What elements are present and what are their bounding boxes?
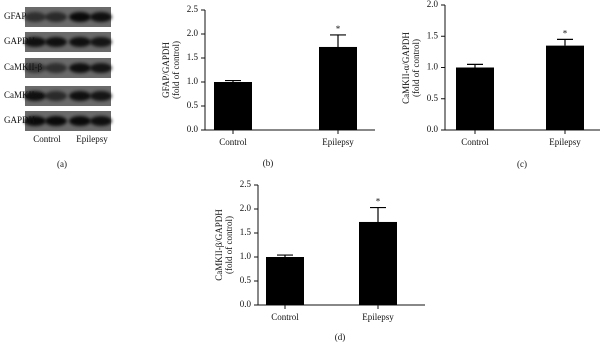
y-axis-label-line: (fold of control) <box>224 216 234 274</box>
blot-strip <box>25 111 111 131</box>
blot-strip <box>25 32 111 52</box>
blot-band <box>24 116 46 126</box>
y-axis-label-line: CaMKII-β/GAPDH <box>214 209 224 281</box>
blot-row-label: GFAP <box>4 11 26 21</box>
blot-band <box>45 116 67 126</box>
significance-marker: * <box>336 24 341 34</box>
y-tick-label: 0.0 <box>187 124 199 134</box>
blot-band <box>45 37 67 47</box>
error-bar <box>370 206 386 222</box>
blot-band <box>24 37 46 47</box>
y-axis-label: CaMKII-β/GAPDH(fold of control) <box>214 209 234 281</box>
bar <box>214 82 252 130</box>
blot-band <box>69 91 91 101</box>
blot-band <box>45 12 67 22</box>
blot-column-label: Control <box>33 134 61 144</box>
bar-chart: 0.0 0.5 1.0 1.5 2.0 2.5 CaMKII-β/GAPDH(fold of… <box>214 179 425 342</box>
panel-label: (b) <box>263 158 274 168</box>
x-tick-label: Epilepsy <box>549 137 581 147</box>
y-tick-label: 0.0 <box>240 299 252 309</box>
y-axis-label-line: GFAP/GAPDH <box>161 42 171 98</box>
y-axis-label: GFAP/GAPDH(fold of control) <box>161 41 181 99</box>
blot-band <box>69 63 91 73</box>
y-tick-label: 0.5 <box>427 93 439 103</box>
panel-label: (c) <box>517 159 527 169</box>
blot-row-label: GAPDH <box>4 36 36 46</box>
y-tick-label: 0.5 <box>240 275 252 285</box>
bar <box>359 221 397 305</box>
bar <box>266 257 304 305</box>
panel-label: (a) <box>57 159 67 169</box>
blot-band <box>24 63 46 73</box>
y-tick-label: 2.0 <box>187 28 199 38</box>
blot-band <box>90 37 112 47</box>
y-axis-label-line: (fold of control) <box>411 39 421 97</box>
blot-strip <box>25 58 111 78</box>
error-bar <box>225 79 241 82</box>
y-axis-label-line: (fold of control) <box>171 41 181 99</box>
y-axis-label-line: CaMKII-α/GAPDH <box>401 32 411 104</box>
y-tick-label: 2.5 <box>240 179 252 189</box>
y-tick-label: 1.0 <box>187 76 199 86</box>
blot-band <box>45 91 67 101</box>
blot-band <box>69 12 91 22</box>
blot-band <box>45 63 67 73</box>
bar <box>319 46 357 130</box>
x-tick-label: Control <box>461 137 489 147</box>
blot-band <box>69 37 91 47</box>
panel-label: (d) <box>335 332 346 342</box>
x-tick-label: Control <box>219 137 247 147</box>
y-axis-label: CaMKII-α/GAPDH(fold of control) <box>401 32 421 104</box>
blot-row-label: CaMKII-α <box>4 90 42 100</box>
y-tick-label: 2.0 <box>427 0 439 9</box>
bar-chart: 0.0 0.5 1.0 1.5 2.0 CaMKII-α/GAPDH(fold of co… <box>401 0 600 169</box>
y-tick-label: 0.5 <box>187 100 199 110</box>
error-bar <box>467 63 483 68</box>
blot-strip <box>25 86 111 106</box>
y-tick-label: 1.0 <box>240 251 252 261</box>
error-bar <box>557 38 573 46</box>
bar <box>546 45 584 130</box>
y-tick-label: 2.5 <box>187 4 199 14</box>
blot-band <box>90 91 112 101</box>
x-tick-label: Control <box>271 312 299 322</box>
blot-band <box>69 116 91 126</box>
significance-marker: * <box>376 197 381 207</box>
blot-band <box>90 63 112 73</box>
blot-row-label: CaMKII-β <box>4 62 42 72</box>
blot-row-label: GAPDH <box>4 115 36 125</box>
blot-band <box>90 116 112 126</box>
y-tick-label: 1.0 <box>427 62 439 72</box>
error-bar <box>330 34 346 47</box>
y-tick-label: 1.5 <box>427 30 439 40</box>
significance-marker: * <box>563 28 568 38</box>
x-tick-label: Epilepsy <box>322 137 354 147</box>
blot-band <box>24 12 46 22</box>
y-tick-label: 1.5 <box>240 227 252 237</box>
blot-band <box>90 12 112 22</box>
error-bar <box>277 254 293 257</box>
y-tick-label: 2.0 <box>240 203 252 213</box>
y-tick-label: 0.0 <box>427 124 439 134</box>
y-tick-label: 1.5 <box>187 52 199 62</box>
western-blot: GFAP GAPDH CaMKII-β CaMKII-α GAPDH Control Epi… <box>4 7 112 169</box>
bar-chart: 0.0 0.5 1.0 1.5 2.0 2.5 GFAP/GAPDH(fold of con… <box>161 4 375 168</box>
bar <box>456 67 494 130</box>
blot-column-label: Epilepsy <box>76 134 108 144</box>
blot-strip <box>25 7 111 27</box>
x-tick-label: Epilepsy <box>362 312 394 322</box>
blot-band <box>24 91 46 101</box>
